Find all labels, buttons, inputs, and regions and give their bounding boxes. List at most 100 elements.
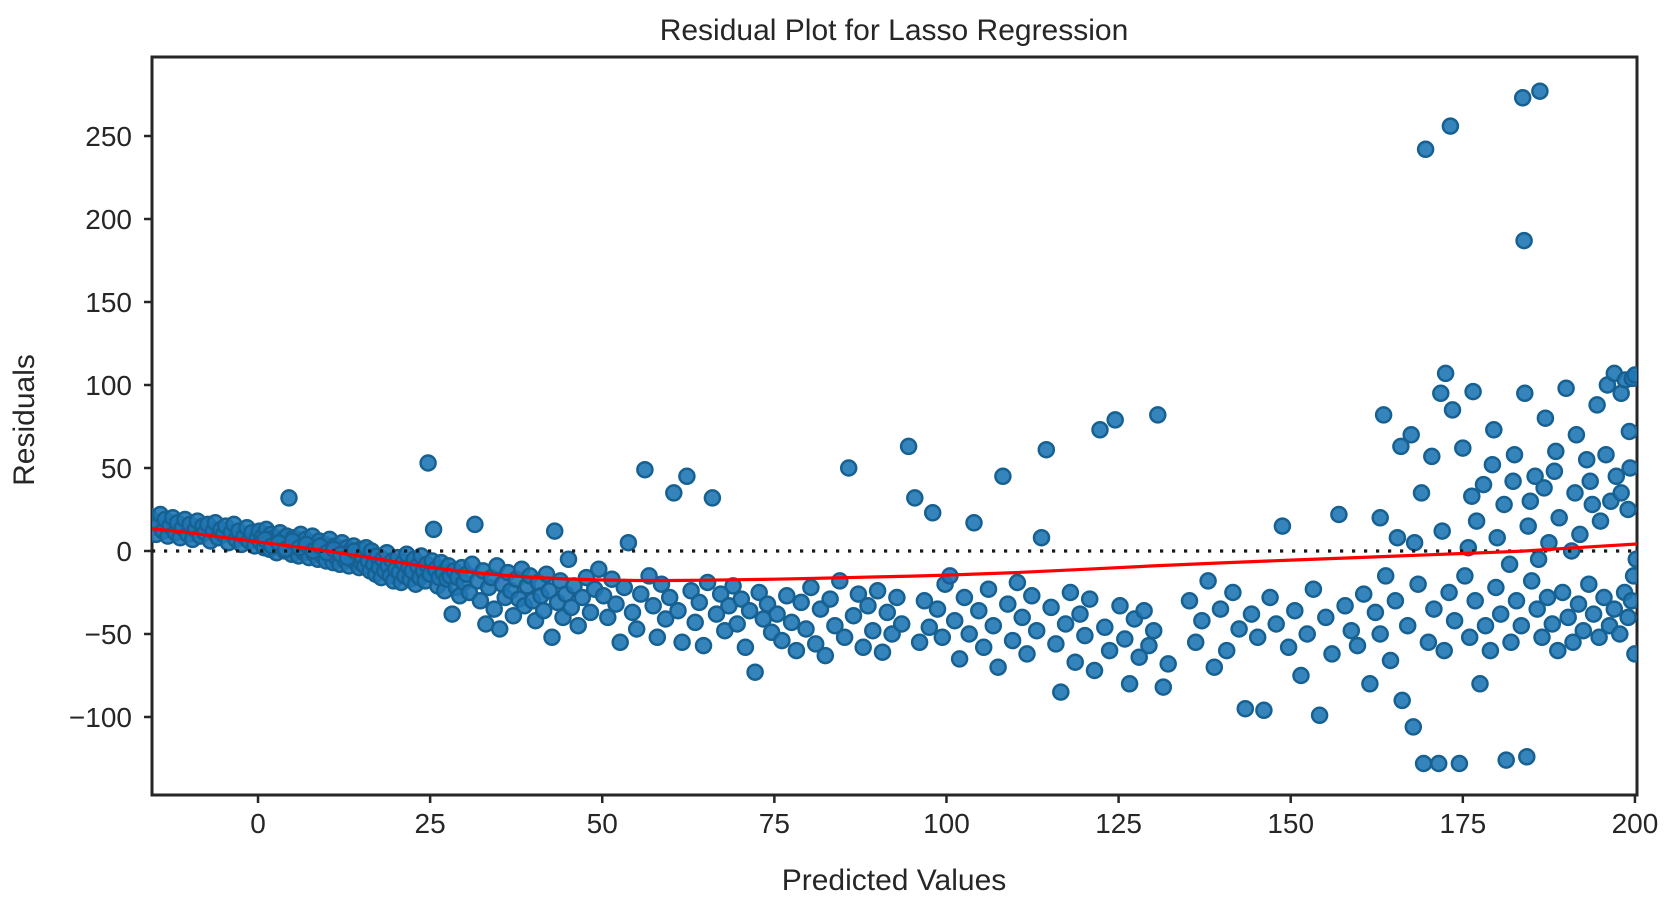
scatter-point xyxy=(424,520,443,539)
scatter-point xyxy=(1091,421,1109,439)
lowess-curve xyxy=(152,526,1637,583)
scatter-point xyxy=(915,592,934,610)
scatter-point xyxy=(703,489,722,507)
scatter-point xyxy=(1466,592,1484,610)
scatter-point xyxy=(1581,472,1599,491)
scatter-point xyxy=(1405,533,1424,552)
scatter-point xyxy=(792,593,810,612)
scatter-point xyxy=(1135,601,1153,620)
scatter-point xyxy=(1217,641,1236,660)
scatter-point xyxy=(1310,706,1329,725)
scatter-point xyxy=(1464,382,1482,401)
x-tick-label: 100 xyxy=(923,808,970,839)
scatter-point xyxy=(797,620,815,638)
scatter-point xyxy=(1279,638,1298,657)
y-tick-label: 250 xyxy=(85,121,132,152)
scatter-point xyxy=(1562,542,1581,560)
scatter-point xyxy=(1547,442,1565,461)
x-axis-label: Predicted Values xyxy=(782,864,1007,897)
scatter-point xyxy=(1080,590,1099,608)
scatter-point xyxy=(1211,600,1230,618)
scatter-point xyxy=(1620,422,1637,441)
scatter-point xyxy=(933,628,952,647)
scatter-point xyxy=(1591,512,1610,530)
scatter-point xyxy=(1371,509,1389,527)
scatter-point xyxy=(849,585,868,603)
scatter-point xyxy=(1584,605,1603,623)
scatter-point xyxy=(1550,509,1568,527)
scatter-point xyxy=(826,616,844,635)
scatter-point xyxy=(1186,633,1205,652)
scatter-point xyxy=(1023,587,1041,605)
scatter-point xyxy=(1317,608,1335,627)
scatter-point xyxy=(1521,492,1540,510)
scatter-point xyxy=(1388,528,1407,547)
scatter-point xyxy=(1366,603,1385,622)
scatter-point xyxy=(974,638,993,657)
scatter-point xyxy=(1566,484,1584,502)
scatter-point xyxy=(1476,616,1495,635)
scatter-point xyxy=(1381,651,1400,670)
y-tick-label: 150 xyxy=(85,287,132,318)
scatter-point xyxy=(839,459,858,477)
scatter-point xyxy=(1267,615,1285,633)
x-tick-label: 0 xyxy=(250,808,266,839)
scatter-point xyxy=(1304,580,1323,598)
scatter-point xyxy=(984,616,1003,635)
scatter-point xyxy=(1622,592,1637,610)
scatter-point xyxy=(970,601,988,620)
scatter-point xyxy=(1047,635,1065,653)
scatter-point xyxy=(611,633,629,652)
scatter-point xyxy=(1412,484,1431,502)
scatter-point xyxy=(1154,678,1173,696)
scatter-point xyxy=(665,484,683,502)
scatter-point xyxy=(1392,437,1410,456)
scatter-point xyxy=(1553,583,1572,602)
scatter-point xyxy=(1261,588,1279,607)
scatter-point xyxy=(1286,601,1304,620)
scatter-point xyxy=(831,572,849,590)
scatter-point xyxy=(1027,621,1046,640)
scatter-point xyxy=(1255,701,1273,720)
scatter-point xyxy=(989,658,1007,676)
scatter-point xyxy=(1495,495,1513,514)
scatter-point xyxy=(878,603,897,622)
scatter-point xyxy=(1621,459,1637,477)
scatter-point xyxy=(1236,699,1255,718)
scatter-point xyxy=(443,605,461,623)
scatter-point xyxy=(1248,628,1267,647)
x-tick-label: 125 xyxy=(1095,808,1142,839)
scatter-point xyxy=(1500,555,1519,574)
scatter-point xyxy=(1531,82,1549,100)
scatter-point xyxy=(1111,597,1129,615)
scatter-point xyxy=(1003,631,1022,650)
scatter-point xyxy=(1292,666,1310,685)
scatter-point xyxy=(1607,467,1626,486)
scatter-point xyxy=(1507,592,1526,610)
scatter-point xyxy=(1460,628,1479,647)
scatter-point xyxy=(419,454,437,472)
x-tick-label: 150 xyxy=(1267,808,1314,839)
scatter-point xyxy=(1193,611,1211,630)
scatter-point xyxy=(736,638,755,657)
scatter-point xyxy=(682,582,700,600)
scatter-point xyxy=(648,628,667,647)
x-tick-label: 175 xyxy=(1439,808,1486,839)
scatter-point xyxy=(1626,645,1637,663)
scatter-point xyxy=(1423,447,1441,466)
scatter-point xyxy=(1545,462,1564,481)
scatter-point xyxy=(1513,89,1532,107)
scatter-point xyxy=(868,582,887,600)
scatter-point xyxy=(1611,625,1629,643)
lowess-line-group xyxy=(152,526,1637,583)
y-tick-label: −100 xyxy=(69,702,132,733)
scatter-point xyxy=(1149,406,1167,424)
scatter-point xyxy=(1100,641,1119,660)
scatter-point xyxy=(673,633,691,652)
scatter-point xyxy=(1595,588,1613,607)
scatter-point xyxy=(1330,505,1348,524)
scatter-point xyxy=(1619,608,1637,627)
scatter-point xyxy=(466,515,484,534)
